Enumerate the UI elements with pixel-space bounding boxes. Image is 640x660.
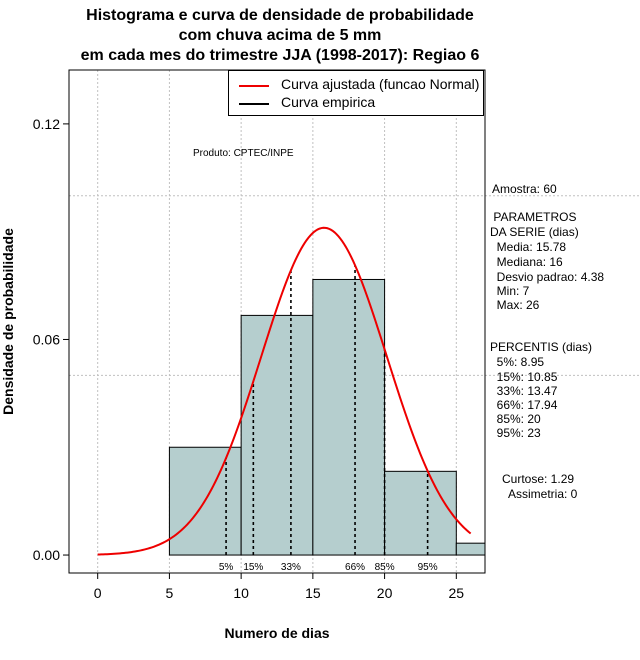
x-axis-title: Numero de dias: [224, 625, 329, 641]
chart-title-line-2: com chuva acima de 5 mm: [178, 27, 382, 44]
stat-p85: 85%: 20: [490, 412, 541, 426]
x-tick-label: 0: [94, 585, 102, 601]
x-tick-label: 15: [305, 585, 321, 601]
stat-assimetria: Assimetria: 0: [502, 487, 578, 501]
histogram-bar: [455, 542, 485, 556]
stat-p33: 33%: 13.47: [490, 384, 558, 398]
stat-p15: 15%: 10.85: [490, 370, 558, 384]
stat-max: Max: 26: [490, 298, 540, 312]
legend-label-empirica: Curva empirica: [281, 94, 376, 110]
stat-min: Min: 7: [490, 284, 530, 298]
percentile-label: 33%: [281, 562, 301, 573]
y-tick-label: 0.12: [33, 116, 60, 132]
histogram-bar: [312, 278, 386, 556]
legend-swatch-empirica: [239, 103, 269, 105]
percentile-label: 15%: [243, 562, 263, 573]
y-tick-label: 0.00: [33, 547, 60, 563]
histogram-bar: [240, 314, 314, 556]
stat-p66: 66%: 17.94: [490, 398, 558, 412]
percentile-label: 85%: [375, 562, 395, 573]
normal-curve: [97, 226, 472, 556]
stat-mediana: Mediana: 16: [490, 255, 563, 269]
y-axis-title: Densidade de probabilidade: [0, 228, 16, 415]
stat-media: Media: 15.78: [490, 240, 567, 254]
percentile-label: 66%: [345, 562, 365, 573]
stat-parametros-subtitle: DA SERIE (dias): [490, 225, 579, 239]
x-tick-label: 5: [166, 585, 174, 601]
legend-label-normal: Curva ajustada (funcao Normal): [281, 76, 480, 92]
stat-curtose: Curtose: 1.29: [502, 472, 575, 486]
histogram-bar: [384, 470, 457, 556]
annotation-produto: Produto: CPTEC/INPE: [193, 148, 294, 159]
x-tick-label: 10: [233, 585, 249, 601]
legend: Curva ajustada (funcao Normal) Curva emp…: [228, 70, 484, 116]
chart-title-line-1: Histograma e curva de densidade de proba…: [86, 7, 474, 24]
y-tick-label: 0.06: [33, 331, 60, 347]
chart-title-line-3: em cada mes do trimestre JJA (1998-2017)…: [80, 47, 480, 64]
percentile-label: 95%: [418, 562, 438, 573]
stat-p5: 5%: 8.95: [490, 355, 545, 369]
percentile-label: 5%: [219, 562, 234, 573]
x-tick-label: 25: [449, 585, 465, 601]
stat-p95: 95%: 23: [490, 426, 541, 440]
x-tick-label: 20: [377, 585, 393, 601]
legend-swatch-normal: [239, 85, 269, 87]
stat-parametros-title: PARAMETROS: [490, 210, 577, 224]
stat-amostra: Amostra: 60: [492, 182, 557, 196]
stat-percentis-title: PERCENTIS (dias): [490, 340, 593, 354]
bars-group: [168, 278, 485, 556]
stat-desvio: Desvio padrao: 4.38: [490, 270, 605, 284]
